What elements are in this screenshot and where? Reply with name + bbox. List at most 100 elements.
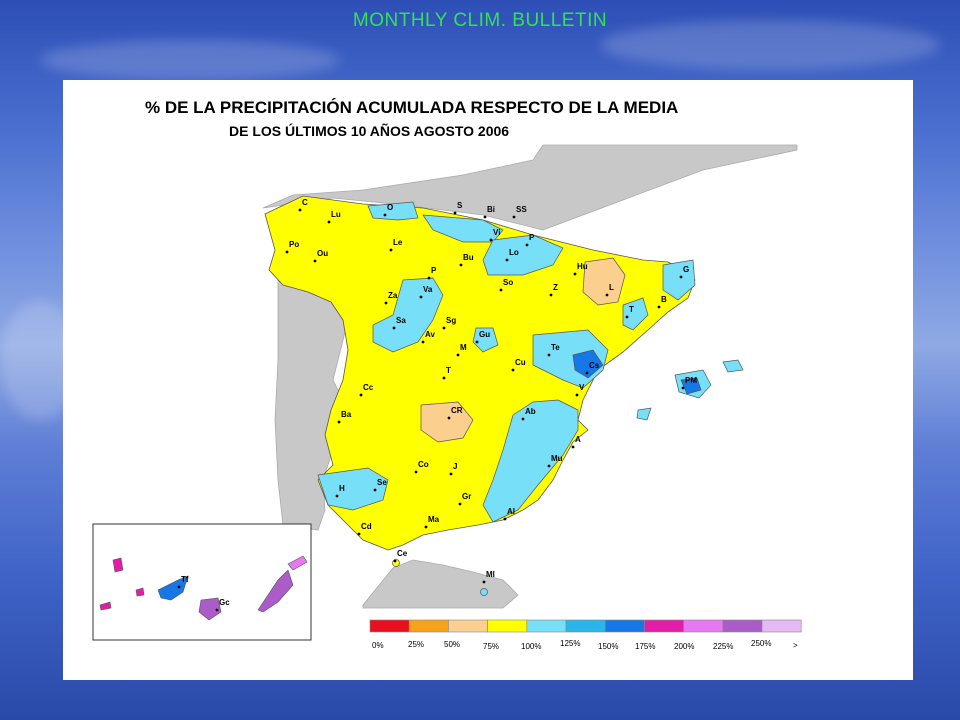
legend-swatch (408, 619, 449, 633)
station-label: PM (685, 376, 697, 385)
station-label: V (579, 383, 585, 392)
station-dot (549, 293, 553, 297)
map-panel: % DE LA PRECIPITACIÓN ACUMULADA RESPECTO… (63, 80, 913, 680)
region-rioja-blue (482, 234, 564, 276)
legend-swatch (644, 619, 684, 633)
map-title-line-1: % DE LA PRECIPITACIÓN ACUMULADA RESPECTO… (145, 98, 679, 117)
station-label: Gr (462, 492, 471, 501)
region-palma-blue (680, 377, 702, 395)
legend-swatch (526, 619, 567, 633)
station-label: Bu (463, 253, 474, 262)
station-dot (384, 301, 388, 305)
station-dot (505, 258, 509, 262)
legend-label: > (793, 641, 798, 650)
station-label: Cd (361, 522, 372, 531)
station-dot (449, 472, 453, 476)
station-dot (285, 250, 289, 254)
station-dot (547, 353, 551, 357)
station-dot (573, 272, 577, 276)
region-tarragona-blue (622, 297, 649, 331)
station-label: O (387, 203, 393, 212)
region-lleida-orange (582, 257, 626, 306)
legend-label: 75% (483, 642, 499, 651)
station-label: Se (377, 478, 387, 487)
station-dot (571, 445, 575, 449)
station-label: Bi (487, 205, 495, 214)
station-label: J (453, 462, 457, 471)
station-label: Z (553, 283, 558, 292)
legend-swatch (369, 619, 410, 633)
region-guadalajara-blue (472, 327, 499, 353)
station-label: Hu (577, 262, 588, 271)
legend-label: 175% (635, 642, 655, 651)
station-label: Ab (525, 407, 536, 416)
legend-swatch (722, 619, 763, 633)
station-label: Vi (493, 228, 500, 237)
station-dot (421, 340, 425, 344)
station-dot (335, 494, 339, 498)
station-dot (453, 211, 457, 215)
station-label: A (575, 435, 581, 444)
station-label: Lo (509, 248, 519, 257)
legend-swatch (487, 619, 528, 633)
station-label: Al (507, 507, 515, 516)
station-dot (525, 243, 529, 247)
station-dot (327, 220, 331, 224)
legend-label: 200% (674, 642, 694, 651)
station-dot (427, 276, 431, 280)
station-label: CR (451, 406, 463, 415)
legend-swatch (683, 619, 724, 633)
station-label: Mu (551, 454, 563, 463)
legend-label: 50% (444, 640, 460, 649)
station-dot (489, 238, 493, 242)
region-castellon-blue (572, 349, 604, 379)
station-dot (177, 585, 181, 589)
station-dot (442, 326, 446, 330)
region-ciudad-real-orange (420, 401, 474, 443)
cloud-streak (600, 20, 940, 70)
legend-swatch (565, 619, 606, 633)
legend-label: 250% (751, 639, 771, 648)
station-dot (215, 608, 219, 612)
station-label: Cc (363, 383, 374, 392)
station-label: Po (289, 240, 299, 249)
station-dot (679, 275, 683, 279)
legend-label: 150% (598, 642, 618, 651)
station-label: G (683, 265, 689, 274)
station-dot (482, 580, 486, 584)
legend-label: 225% (713, 642, 733, 651)
station-label: L (609, 283, 614, 292)
station-dot (389, 248, 393, 252)
legend-label: 100% (521, 642, 541, 651)
legend-label: 0% (372, 641, 384, 650)
station-label: Sa (396, 316, 406, 325)
station-label: Za (388, 291, 398, 300)
station-dot (511, 368, 515, 372)
legend-swatch (604, 619, 645, 633)
station-dot (392, 326, 396, 330)
region-valladolid-blue (372, 277, 444, 353)
station-label: Cu (515, 358, 526, 367)
station-label: So (503, 278, 513, 287)
region-menorca-blue (722, 359, 744, 373)
station-dot (313, 259, 317, 263)
station-dot (499, 288, 503, 292)
station-label: Gc (219, 598, 230, 607)
station-dot (575, 393, 579, 397)
station-dot (359, 393, 363, 397)
legend-label: 25% (408, 640, 424, 649)
station-dot (459, 263, 463, 267)
station-dot (447, 416, 451, 420)
station-dot (393, 559, 397, 563)
station-label: M (460, 343, 467, 352)
station-label: Lu (331, 210, 341, 219)
region-south-east-blue (482, 399, 579, 523)
region-cantabria-blue (367, 201, 419, 221)
station-dot (475, 340, 479, 344)
station-label: Ou (317, 249, 328, 258)
station-label: Ma (428, 515, 440, 524)
station-label: Gu (479, 330, 490, 339)
station-label: P (431, 266, 437, 275)
region-huelva-blue (317, 467, 389, 511)
station-label: Av (425, 330, 435, 339)
